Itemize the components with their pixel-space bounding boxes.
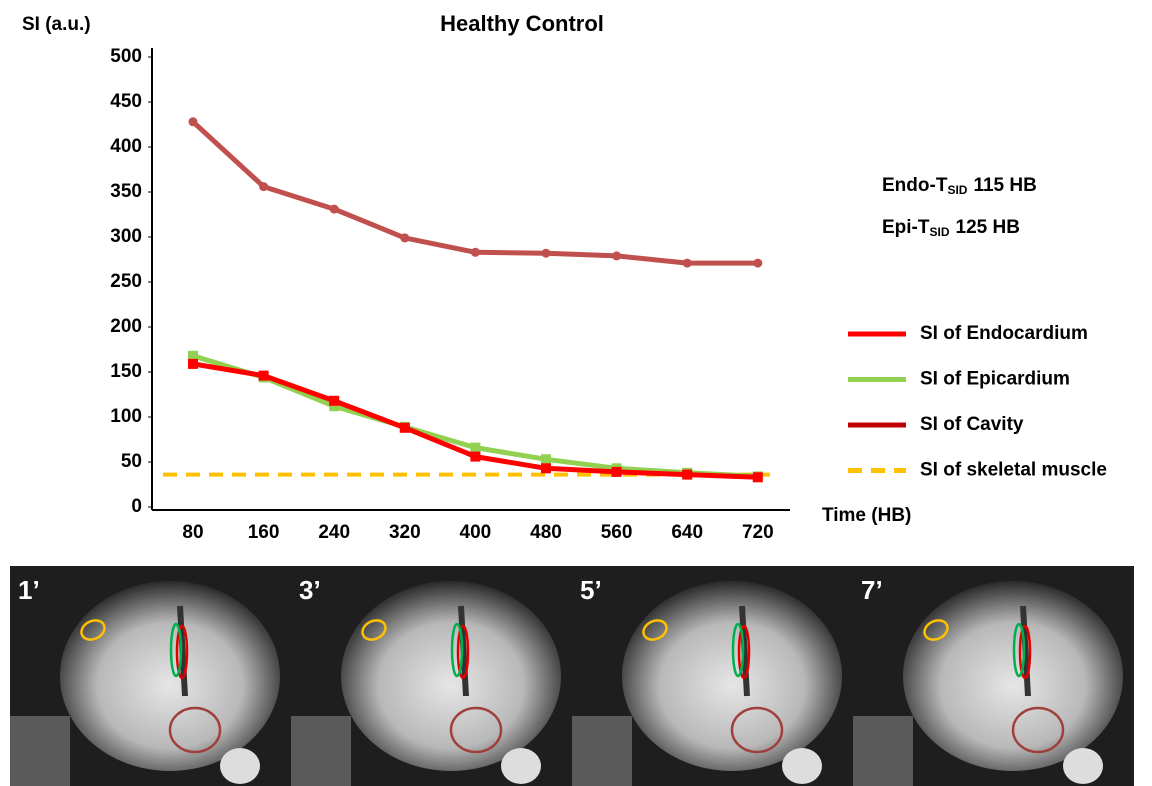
annotation-part: 125 HB <box>956 217 1020 238</box>
x-tick-label: 720 <box>742 522 774 543</box>
x-axis-label: Time (HB) <box>822 505 911 526</box>
point <box>542 249 551 258</box>
y-tick-label: 500 <box>110 46 142 67</box>
point <box>189 117 198 126</box>
plot: 0 50 100 150 200 250 300 350 400 450 500 80 160 240 32… <box>110 46 1107 543</box>
image-panels: 1’ 3’ 5’ 7’ <box>10 566 1134 786</box>
aorta <box>1063 748 1103 784</box>
x-tick-label: 80 <box>182 522 203 543</box>
legend-label: SI of Cavity <box>920 414 1024 435</box>
point <box>541 454 551 464</box>
point <box>682 470 692 480</box>
annotation-part: SID <box>947 183 967 197</box>
y-tick-label: 200 <box>110 316 142 337</box>
x-tick-label: 640 <box>671 522 703 543</box>
point <box>329 396 339 406</box>
y-tick-label: 450 <box>110 91 142 112</box>
x-tick-label: 560 <box>601 522 633 543</box>
chart-title: Healthy Control <box>440 11 604 36</box>
aorta <box>782 748 822 784</box>
image-panel: 5’ <box>572 566 853 786</box>
point <box>612 251 621 260</box>
annotation-part: Epi-T <box>882 217 930 238</box>
y-tick-label: 150 <box>110 361 142 382</box>
point <box>400 423 410 433</box>
point <box>259 182 268 191</box>
point <box>188 359 198 369</box>
x-tick-label: 400 <box>460 522 492 543</box>
annotation-part: 115 HB <box>973 175 1036 196</box>
point <box>400 233 409 242</box>
y-axis-label: SI (a.u.) <box>22 14 91 35</box>
x-tick-label: 240 <box>318 522 350 543</box>
point <box>259 371 269 381</box>
image-panel: 1’ <box>10 566 291 786</box>
heart <box>60 581 280 771</box>
annotation: Endo-TSID 115 HB <box>882 175 1037 197</box>
panel-label: 1’ <box>18 575 40 605</box>
image-panel: 3’ <box>291 566 572 786</box>
point <box>541 463 551 473</box>
point <box>753 259 762 268</box>
series-line <box>193 122 758 263</box>
heart <box>622 581 842 771</box>
x-tick-label: 320 <box>389 522 421 543</box>
point <box>471 248 480 257</box>
y-tick-label: 50 <box>121 451 142 472</box>
liver <box>853 716 913 786</box>
panel-label: 5’ <box>580 575 602 605</box>
legend-label: SI of Endocardium <box>920 323 1088 344</box>
point <box>470 452 480 462</box>
image-panel: 7’ <box>853 566 1134 786</box>
y-tick-label: 250 <box>110 271 142 292</box>
heart <box>903 581 1123 771</box>
liver <box>291 716 351 786</box>
point <box>683 259 692 268</box>
heart <box>341 581 561 771</box>
y-tick-label: 350 <box>110 181 142 202</box>
y-tick-label: 400 <box>110 136 142 157</box>
point <box>330 205 339 214</box>
point <box>470 443 480 453</box>
annotation: Epi-TSID 125 HB <box>882 217 1020 239</box>
x-tick-label: 480 <box>530 522 562 543</box>
panel-label: 3’ <box>299 575 321 605</box>
annotation-part: Endo-T <box>882 175 948 196</box>
point <box>753 472 763 482</box>
liver <box>572 716 632 786</box>
figure: Healthy Control SI (a.u.) Time (HB) 0 50 1… <box>0 0 1152 786</box>
aorta <box>501 748 541 784</box>
y-tick-label: 300 <box>110 226 142 247</box>
point <box>612 467 622 477</box>
aorta <box>220 748 260 784</box>
x-tick-label: 160 <box>248 522 280 543</box>
annotation-part: SID <box>930 225 950 239</box>
panel-label: 7’ <box>861 575 883 605</box>
y-tick-label: 100 <box>110 406 142 427</box>
y-tick-label: 0 <box>131 496 142 517</box>
liver <box>10 716 70 786</box>
legend-label: SI of Epicardium <box>920 369 1070 390</box>
legend-label: SI of skeletal muscle <box>920 460 1107 481</box>
